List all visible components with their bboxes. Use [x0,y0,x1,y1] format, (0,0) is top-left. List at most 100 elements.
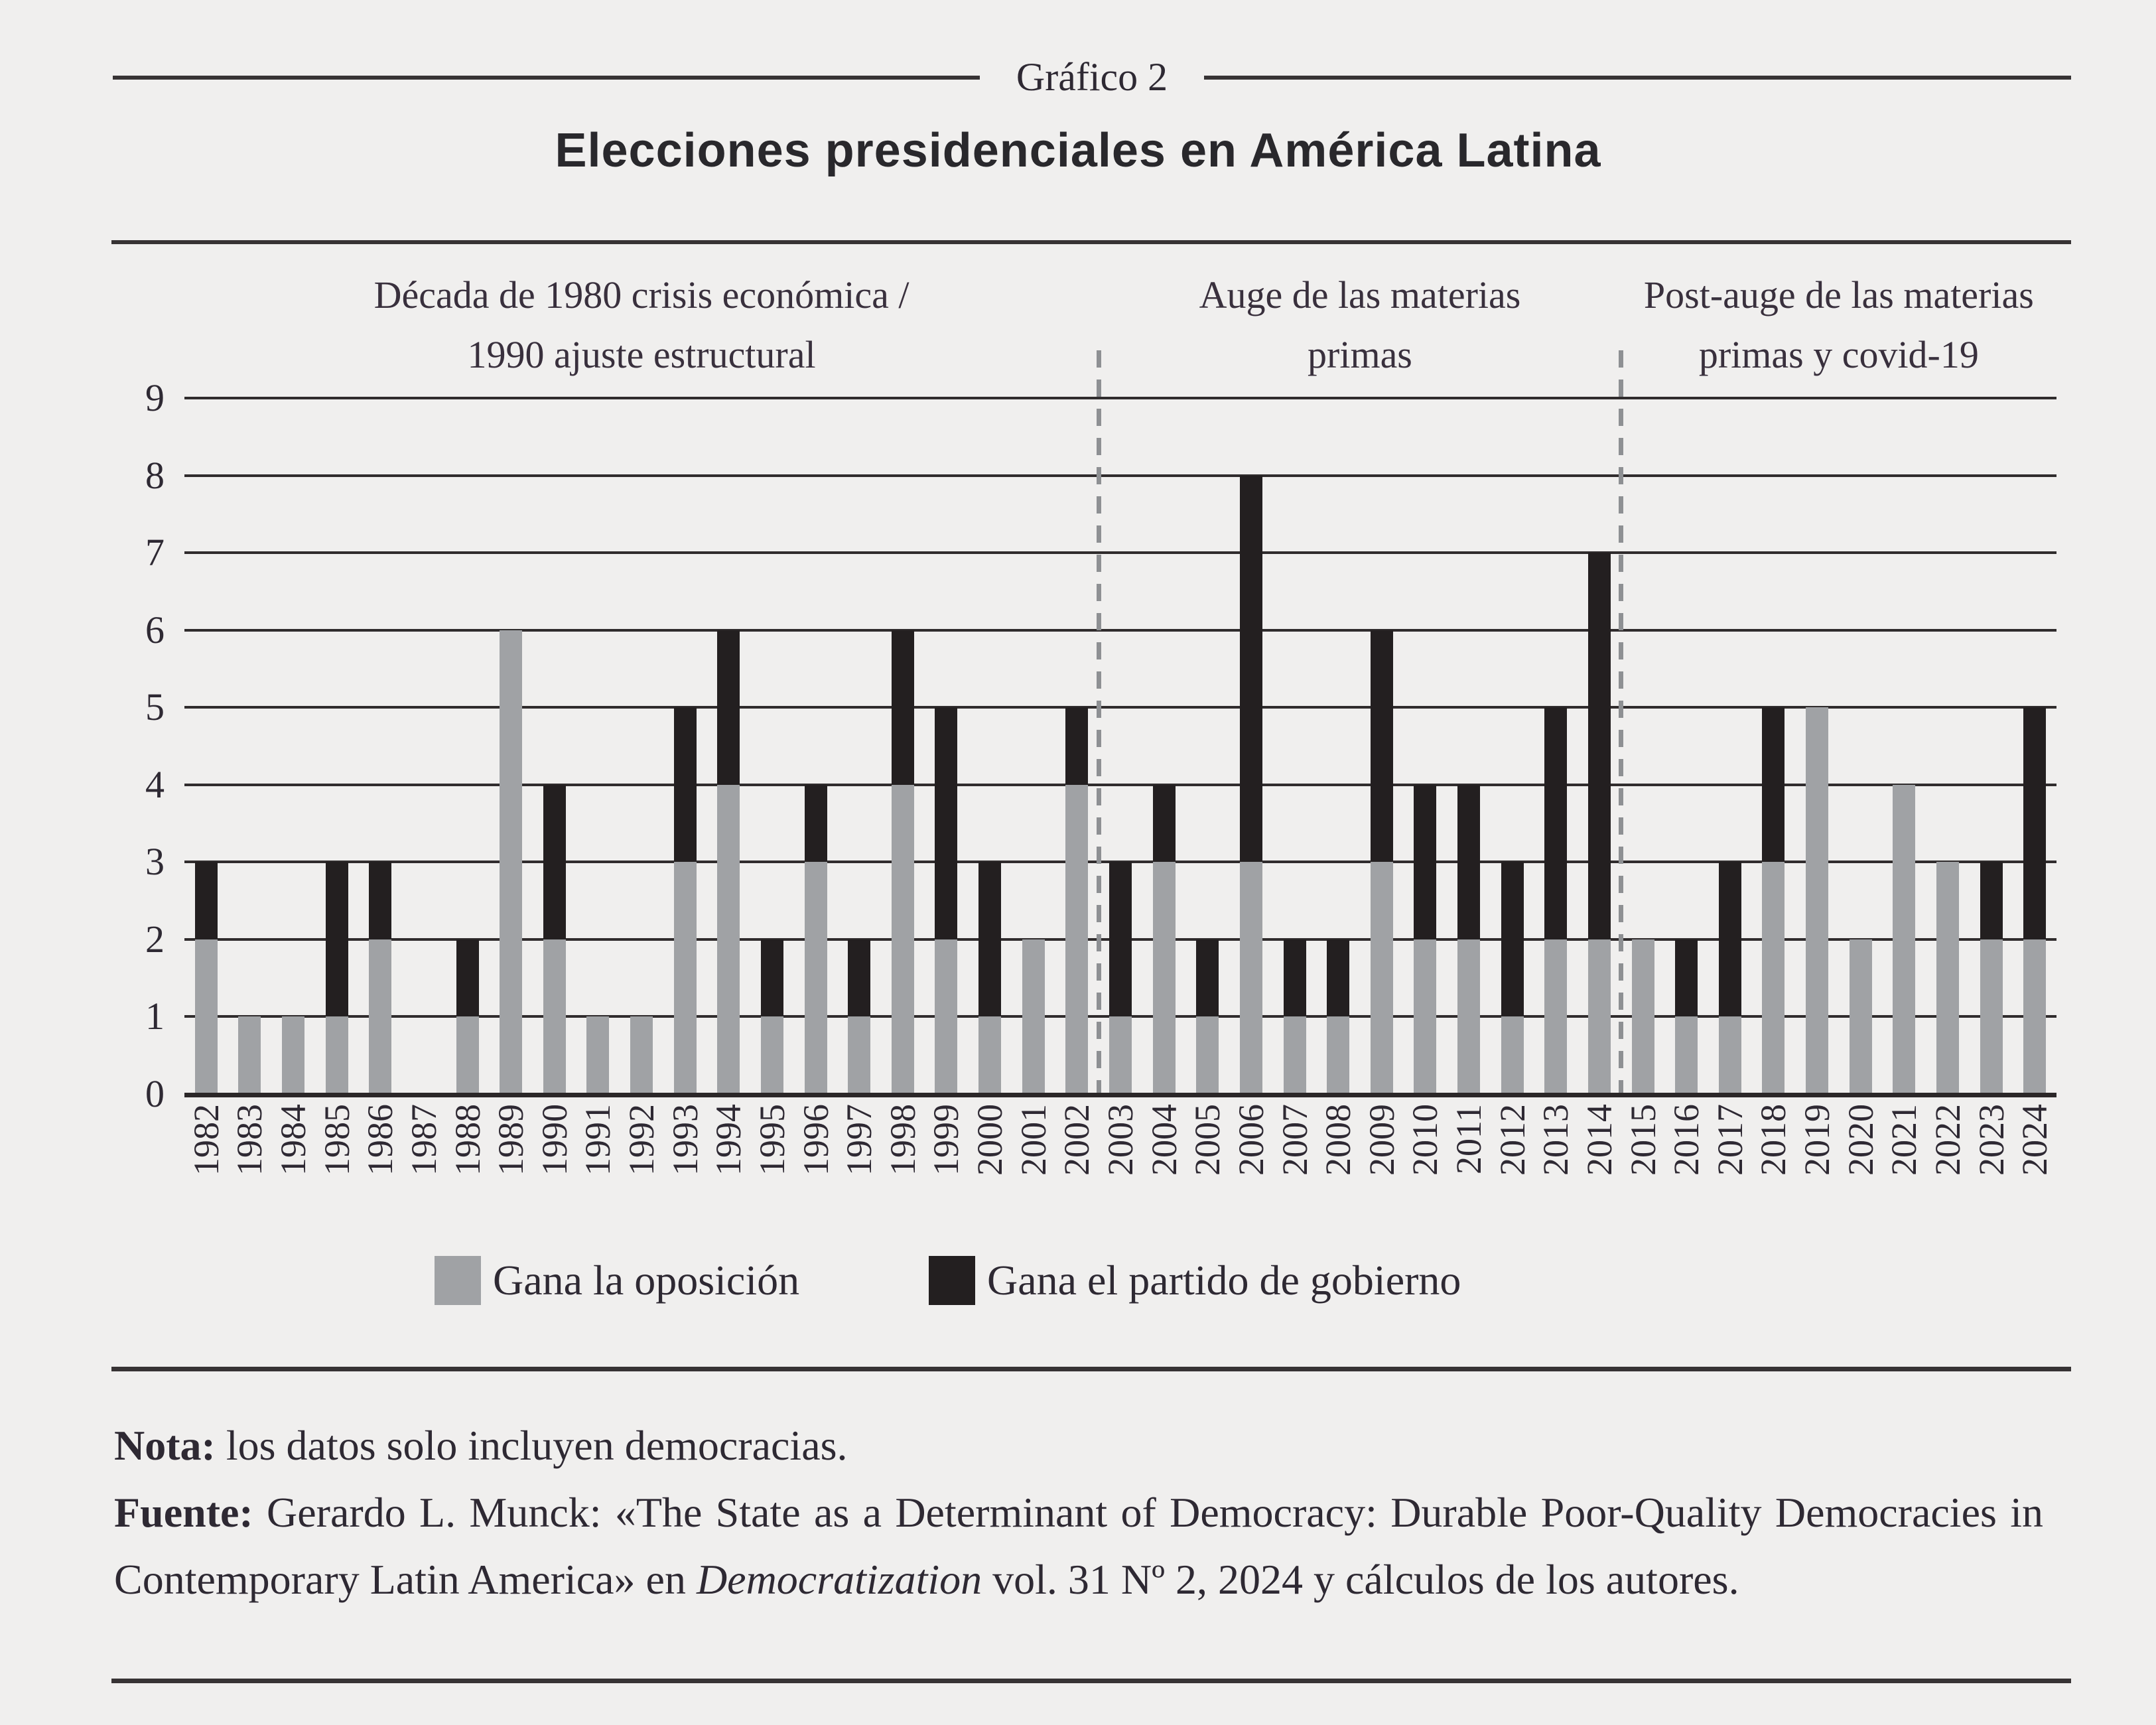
x-axis-label-1992: 1992 [622,1104,662,1176]
bar-opposition-2009 [1370,862,1393,1094]
y-axis-label: 8 [145,453,165,497]
legend-label-government: Gana el partido de gobierno [987,1257,1461,1304]
gridline-y-4 [184,783,2056,786]
x-axis-label-2019: 2019 [1797,1104,1838,1176]
x-axis-label-2002: 2002 [1057,1104,1097,1176]
source-line: Fuente: Gerardo L. Munck: «The State as … [114,1479,2043,1613]
chart-title: Elecciones presidenciales en América Lat… [555,124,1601,177]
bar-opposition-2000 [978,1016,1002,1094]
x-axis-label-2008: 2008 [1318,1104,1359,1176]
note-text: los datos solo incluyen democracias. [215,1422,848,1469]
stacked-bar-chart: 0 1 2 3 4 5 6 7 8 9 1982 1983 1984 1985 1986 1987 1988 19… [145,265,2056,1176]
bar-opposition-2011 [1457,939,1481,1094]
x-axis-label-1985: 1985 [316,1104,357,1176]
period-annotation-line: primas y covid-19 [1698,333,1979,376]
bar-government-1982 [194,862,218,939]
bar-opposition-2013 [1544,939,1568,1094]
x-axis-label-2017: 2017 [1710,1104,1750,1176]
x-axis-label-1988: 1988 [447,1104,488,1176]
period-annotation-line: primas [1308,333,1412,376]
x-axis-label-2015: 2015 [1623,1104,1663,1176]
note-line: Nota: los datos solo incluyen democracia… [114,1412,2043,1479]
y-axis-label: 6 [145,608,165,652]
bar-opposition-1984 [282,1016,305,1094]
x-axis-label-1999: 1999 [926,1104,967,1176]
x-axis-label-2021: 2021 [1884,1104,1924,1176]
title-divider-rule [111,240,2071,244]
x-axis-label-2018: 2018 [1753,1104,1794,1176]
bar-opposition-2008 [1327,1016,1350,1094]
x-axis-label-2010: 2010 [1405,1104,1446,1176]
x-axis-label-2005: 2005 [1187,1104,1228,1176]
legend-swatch-government [929,1256,975,1305]
bar-opposition-1999 [935,939,958,1094]
bar-opposition-2022 [1936,862,1959,1094]
period-annotation-1: Década de 1980 crisis económica / 1990 aj… [374,265,910,385]
y-axis-label: 2 [145,917,165,961]
bar-government-1985 [325,862,348,1017]
bar-government-2017 [1718,862,1741,1017]
bar-opposition-1992 [630,1016,653,1094]
gridline-y-5 [184,706,2056,709]
x-axis-label-2000: 2000 [970,1104,1010,1176]
bar-government-2013 [1544,707,1568,939]
bar-opposition-1985 [325,1016,348,1094]
gridline-y-7 [184,551,2056,555]
bar-opposition-2019 [1806,707,1829,1094]
y-axis-label: 0 [145,1072,165,1115]
source-journal-name: Democratization [696,1556,982,1603]
period-annotation-3: Post-auge de las materias primas y covid-… [1644,265,2034,385]
x-axis-label-2024: 2024 [2015,1104,2055,1176]
x-axis-label-1994: 1994 [708,1104,749,1176]
bar-opposition-1988 [456,1016,479,1094]
bar-opposition-2006 [1239,862,1262,1094]
bar-opposition-1991 [586,1016,610,1094]
bar-opposition-2018 [1762,862,1785,1094]
bar-opposition-2021 [1893,784,1916,1094]
bar-opposition-2007 [1283,1016,1306,1094]
y-axis-label: 4 [145,762,165,806]
source-text-1: Gerardo L. Munck: «The State as a Determ… [114,1489,2043,1603]
bar-opposition-2024 [2023,939,2047,1094]
legend-item-government: Gana el partido de gobierno [929,1256,1461,1305]
bar-opposition-1995 [760,1016,783,1094]
bar-opposition-2016 [1675,1016,1698,1094]
source-text-2: vol. 31 Nº 2, 2024 y cálculos de los aut… [982,1556,1739,1603]
y-axis-label: 1 [145,995,165,1038]
bar-government-2011 [1457,784,1481,939]
x-axis-label-1989: 1989 [491,1104,531,1176]
bar-opposition-1998 [891,784,914,1094]
x-axis-label-1998: 1998 [882,1104,923,1176]
bar-government-2000 [978,862,1002,1017]
bar-government-2023 [1980,862,2003,939]
x-axis-label-1990: 1990 [534,1104,574,1176]
bar-government-1997 [848,939,871,1017]
bar-government-1993 [673,707,697,862]
bar-government-1994 [717,630,740,785]
bar-opposition-1986 [369,939,392,1094]
bar-opposition-1993 [673,862,697,1094]
x-axis-label-2009: 2009 [1361,1104,1402,1176]
bar-opposition-1983 [238,1016,261,1094]
bar-opposition-2003 [1109,1016,1132,1094]
bar-government-2014 [1587,553,1611,939]
x-axis-label-2013: 2013 [1536,1104,1576,1176]
x-axis-label-1996: 1996 [795,1104,836,1176]
bar-government-2009 [1370,630,1393,862]
y-axis-label: 9 [145,376,165,419]
bar-opposition-2017 [1718,1016,1741,1094]
bar-government-2003 [1109,862,1132,1017]
bar-opposition-2001 [1022,939,1045,1094]
bar-government-2006 [1239,475,1262,862]
figure-number: Gráfico 2 [1016,55,1168,99]
x-axis-label-1991: 1991 [578,1104,618,1176]
bar-opposition-2010 [1414,939,1437,1094]
bar-opposition-2014 [1587,939,1611,1094]
bar-government-2005 [1196,939,1219,1017]
x-axis-label-2023: 2023 [1971,1104,2011,1176]
bar-opposition-2015 [1631,939,1654,1094]
bar-government-2018 [1762,707,1785,862]
y-axis-label: 5 [145,685,165,729]
legend-item-opposition: Gana la oposición [435,1256,799,1305]
x-axis-label-1987: 1987 [403,1104,444,1176]
